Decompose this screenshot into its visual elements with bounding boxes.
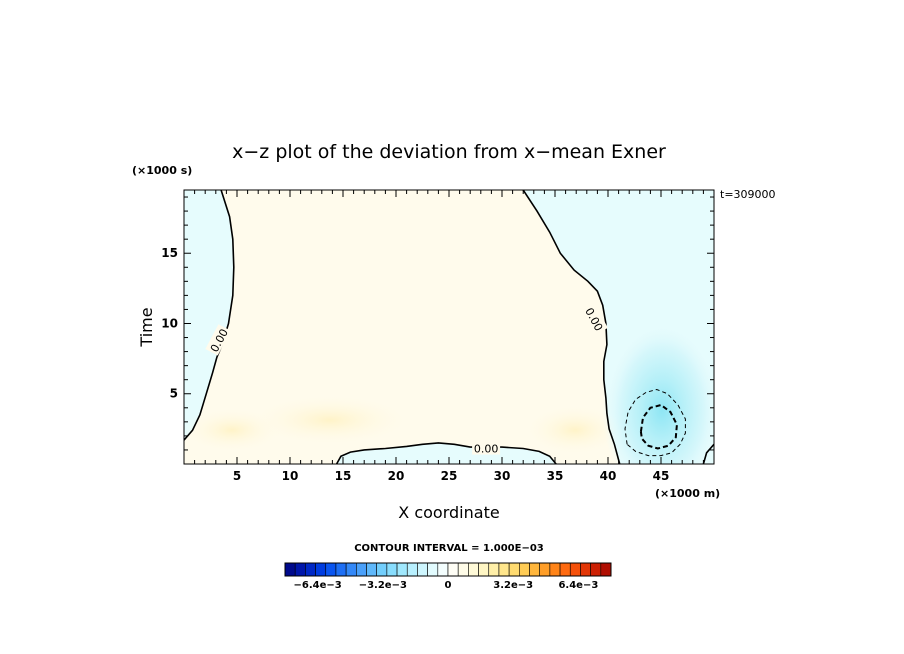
colorbar-cell [488, 562, 500, 577]
x-tick-label: 25 [441, 469, 458, 483]
colorbar-cell [437, 562, 449, 577]
contour-label-bg [472, 440, 501, 455]
colorbar-cell [284, 562, 296, 577]
y-tick-labels: 5 10 15 [161, 246, 178, 401]
colorbar-cell [590, 562, 602, 577]
colorbar-cell [386, 562, 398, 577]
x-axis-label: X coordinate [398, 503, 499, 522]
colorbar-cell [519, 562, 530, 577]
zero-contour-right [702, 443, 714, 464]
x-tick-labels: 5 10 15 20 25 30 35 40 45 [233, 469, 670, 483]
colorbar-cell [600, 562, 612, 577]
x-tick-label: 35 [547, 469, 564, 483]
colorbar-cell [356, 562, 367, 577]
colorbar [284, 562, 612, 577]
colorbar-cell [305, 562, 316, 577]
colorbar-cell [396, 562, 408, 577]
colorbar-cell [478, 562, 490, 577]
colorbar-cell [580, 562, 591, 577]
contour-label: 0.00 [472, 440, 501, 456]
colorbar-cell [427, 562, 439, 577]
colorbar-tick-label: −3.2e−3 [359, 580, 407, 591]
contour-label-text: 0.00 [474, 443, 499, 456]
axis-ticks [184, 190, 714, 464]
zero-contour-middle [522, 190, 621, 464]
negative-field-left [184, 190, 234, 441]
colorbar-cell [406, 562, 418, 577]
colorbar-cell [569, 562, 581, 577]
positive-patch [525, 405, 625, 455]
x-tick-label: 15 [335, 469, 352, 483]
contour-interval: CONTOUR INTERVAL = 1.000E−03 [354, 543, 544, 554]
colorbar-cell [529, 562, 540, 577]
x-tick-label: 45 [653, 469, 670, 483]
y-axis-label: Time [137, 307, 156, 347]
negative-contour [624, 388, 686, 457]
colorbar-cell [539, 562, 551, 577]
colorbar-cell [417, 562, 428, 577]
zero-contour-bottom [335, 442, 557, 464]
colorbar-tick-label: −6.4e−3 [293, 580, 341, 591]
colorbar-cell [447, 562, 459, 577]
colorbar-cell [508, 562, 520, 577]
colorbar-cell [468, 562, 479, 577]
colorbar-tick-label: 0 [445, 580, 452, 591]
colorbar-cell [559, 562, 571, 577]
plot-field [184, 190, 714, 464]
colorbar-frame [284, 562, 612, 577]
contour-label-bg [205, 324, 231, 356]
colorbar-cell [294, 562, 306, 577]
colorbar-cell [498, 562, 510, 577]
x-tick-label: 40 [600, 469, 617, 483]
time-label: t=309000 [720, 188, 776, 201]
colorbar-tick-labels: −6.4e−3 −3.2e−3 0 3.2e−3 6.4e−3 [293, 580, 598, 591]
colorbar-tick-label: 6.4e−3 [558, 580, 598, 591]
x-unit-label: (×1000 m) [655, 487, 720, 500]
y-tick-label: 5 [170, 387, 178, 401]
colorbar-cell [457, 562, 469, 577]
y-tick-label: 10 [161, 316, 178, 330]
contour-label-bg [582, 303, 608, 335]
y-tick-label: 15 [161, 246, 178, 260]
colorbar-cell [345, 562, 357, 577]
negative-contour [639, 403, 678, 450]
colorbar-cell [376, 562, 388, 577]
x-tick-label: 5 [233, 469, 241, 483]
y-unit-label: (×1000 s) [132, 164, 192, 177]
negative-minimum [602, 320, 714, 464]
contour-labels: 0.000.000.00 [205, 303, 608, 456]
x-tick-label: 10 [282, 469, 299, 483]
colorbar-cell [335, 562, 347, 577]
colorbar-cell [366, 562, 377, 577]
positive-patch [250, 395, 410, 445]
colorbar-cell [549, 562, 561, 577]
chart-title: x−z plot of the deviation from x−mean Ex… [232, 141, 666, 163]
colorbar-cell [325, 562, 337, 577]
x-tick-label: 20 [388, 469, 405, 483]
colorbar-tick-label: 3.2e−3 [493, 580, 533, 591]
x-tick-label: 30 [494, 469, 511, 483]
colorbar-cell [315, 562, 327, 577]
